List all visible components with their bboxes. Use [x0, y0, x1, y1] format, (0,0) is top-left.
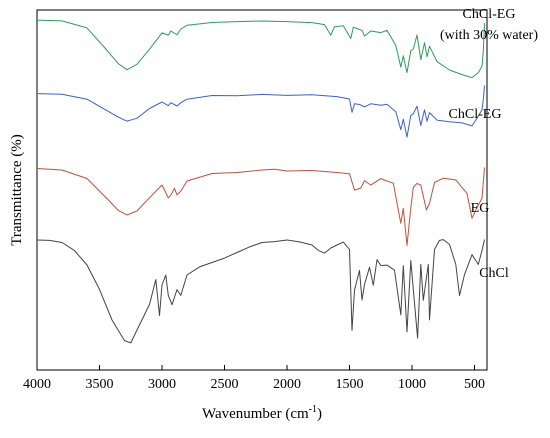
- x-axis-ticks: 4000 3500 3000 2500 2000 1500 1000 500: [23, 365, 485, 392]
- series-label: EG: [471, 201, 490, 216]
- series-line-chcl: [36, 239, 485, 344]
- series-label: (with 30% water): [440, 28, 538, 43]
- series-labels: ChCl-EG (with 30% water) ChCl-EG EG ChCl: [440, 7, 538, 281]
- series-label: ChCl-EG: [449, 107, 502, 122]
- x-tick-label: 1500: [336, 377, 364, 392]
- series-line-chcl-eg: [36, 85, 485, 138]
- x-tick-label: 4000: [23, 377, 51, 392]
- y-axis-title: Transmittance (%): [9, 134, 25, 246]
- series-layer: [36, 19, 485, 344]
- x-tick-label: 1000: [398, 377, 426, 392]
- x-axis-title: Wavenumber (cm-1): [202, 404, 322, 422]
- x-tick-label: 3500: [86, 377, 114, 392]
- series-label: ChCl: [479, 266, 509, 281]
- series-line-eg: [36, 167, 485, 246]
- series-label: ChCl-EG: [463, 7, 516, 22]
- x-tick-label: 3000: [148, 377, 176, 392]
- x-tick-label: 2000: [273, 377, 301, 392]
- x-tick-label: 2500: [211, 377, 239, 392]
- plot-frame: [36, 9, 488, 371]
- x-tick-label: 500: [464, 377, 485, 392]
- series-line-chcl-eg: [36, 19, 485, 79]
